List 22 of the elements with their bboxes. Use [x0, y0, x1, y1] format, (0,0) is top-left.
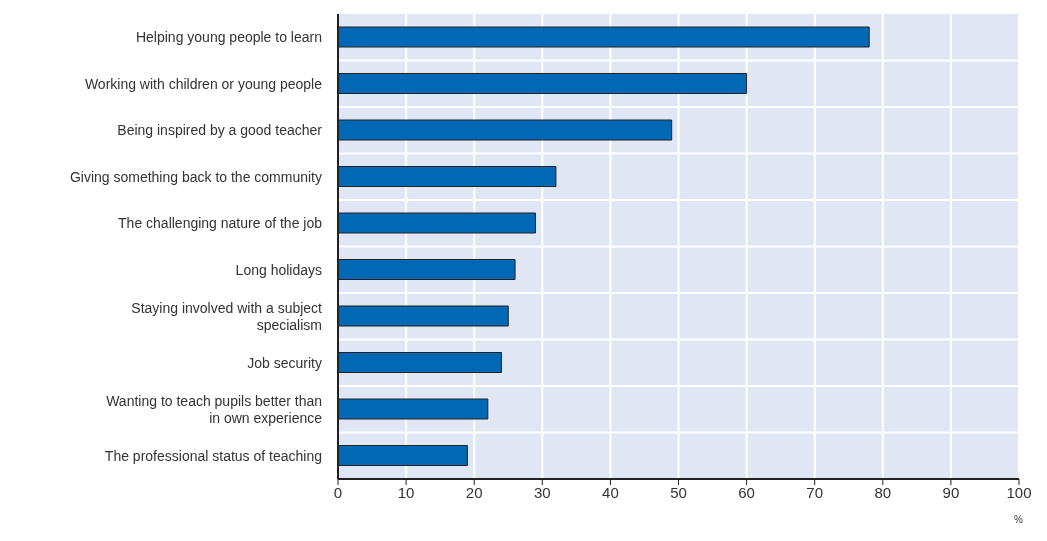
y-tick-label: Helping young people to learn: [135, 29, 322, 46]
x-tick-label: 50: [670, 483, 687, 501]
x-tick-label: 40: [602, 483, 619, 501]
y-tick-label: Giving something back to the community: [69, 168, 322, 185]
x-tick-label: 10: [397, 483, 415, 501]
y-tick-label: Staying involved with a subject specialism: [131, 299, 323, 333]
x-tick-label: 100: [1006, 483, 1032, 501]
x-tick-label: 60: [738, 483, 755, 501]
x-tick-label: 80: [874, 483, 892, 501]
x-axis-title: %: [1014, 514, 1024, 525]
y-tick-label: Being inspired by a good teacher: [117, 122, 323, 139]
x-tick-label: 30: [533, 483, 551, 501]
x-tick-label: 0: [333, 483, 343, 501]
x-tick-label: 20: [465, 483, 483, 501]
y-tick-label: Wanting to teach pupils better than in own experience: [106, 392, 323, 426]
x-tick-label: 90: [942, 483, 960, 501]
y-tick-label: Long holidays: [235, 261, 322, 278]
y-tick-label: The challenging nature of the job: [118, 215, 323, 232]
y-tick-label: Job security: [247, 354, 322, 371]
y-tick-label: Working with children or young people: [84, 75, 323, 92]
y-tick-label: The professional status of teaching: [104, 447, 322, 464]
x-tick-label: 70: [806, 483, 824, 501]
